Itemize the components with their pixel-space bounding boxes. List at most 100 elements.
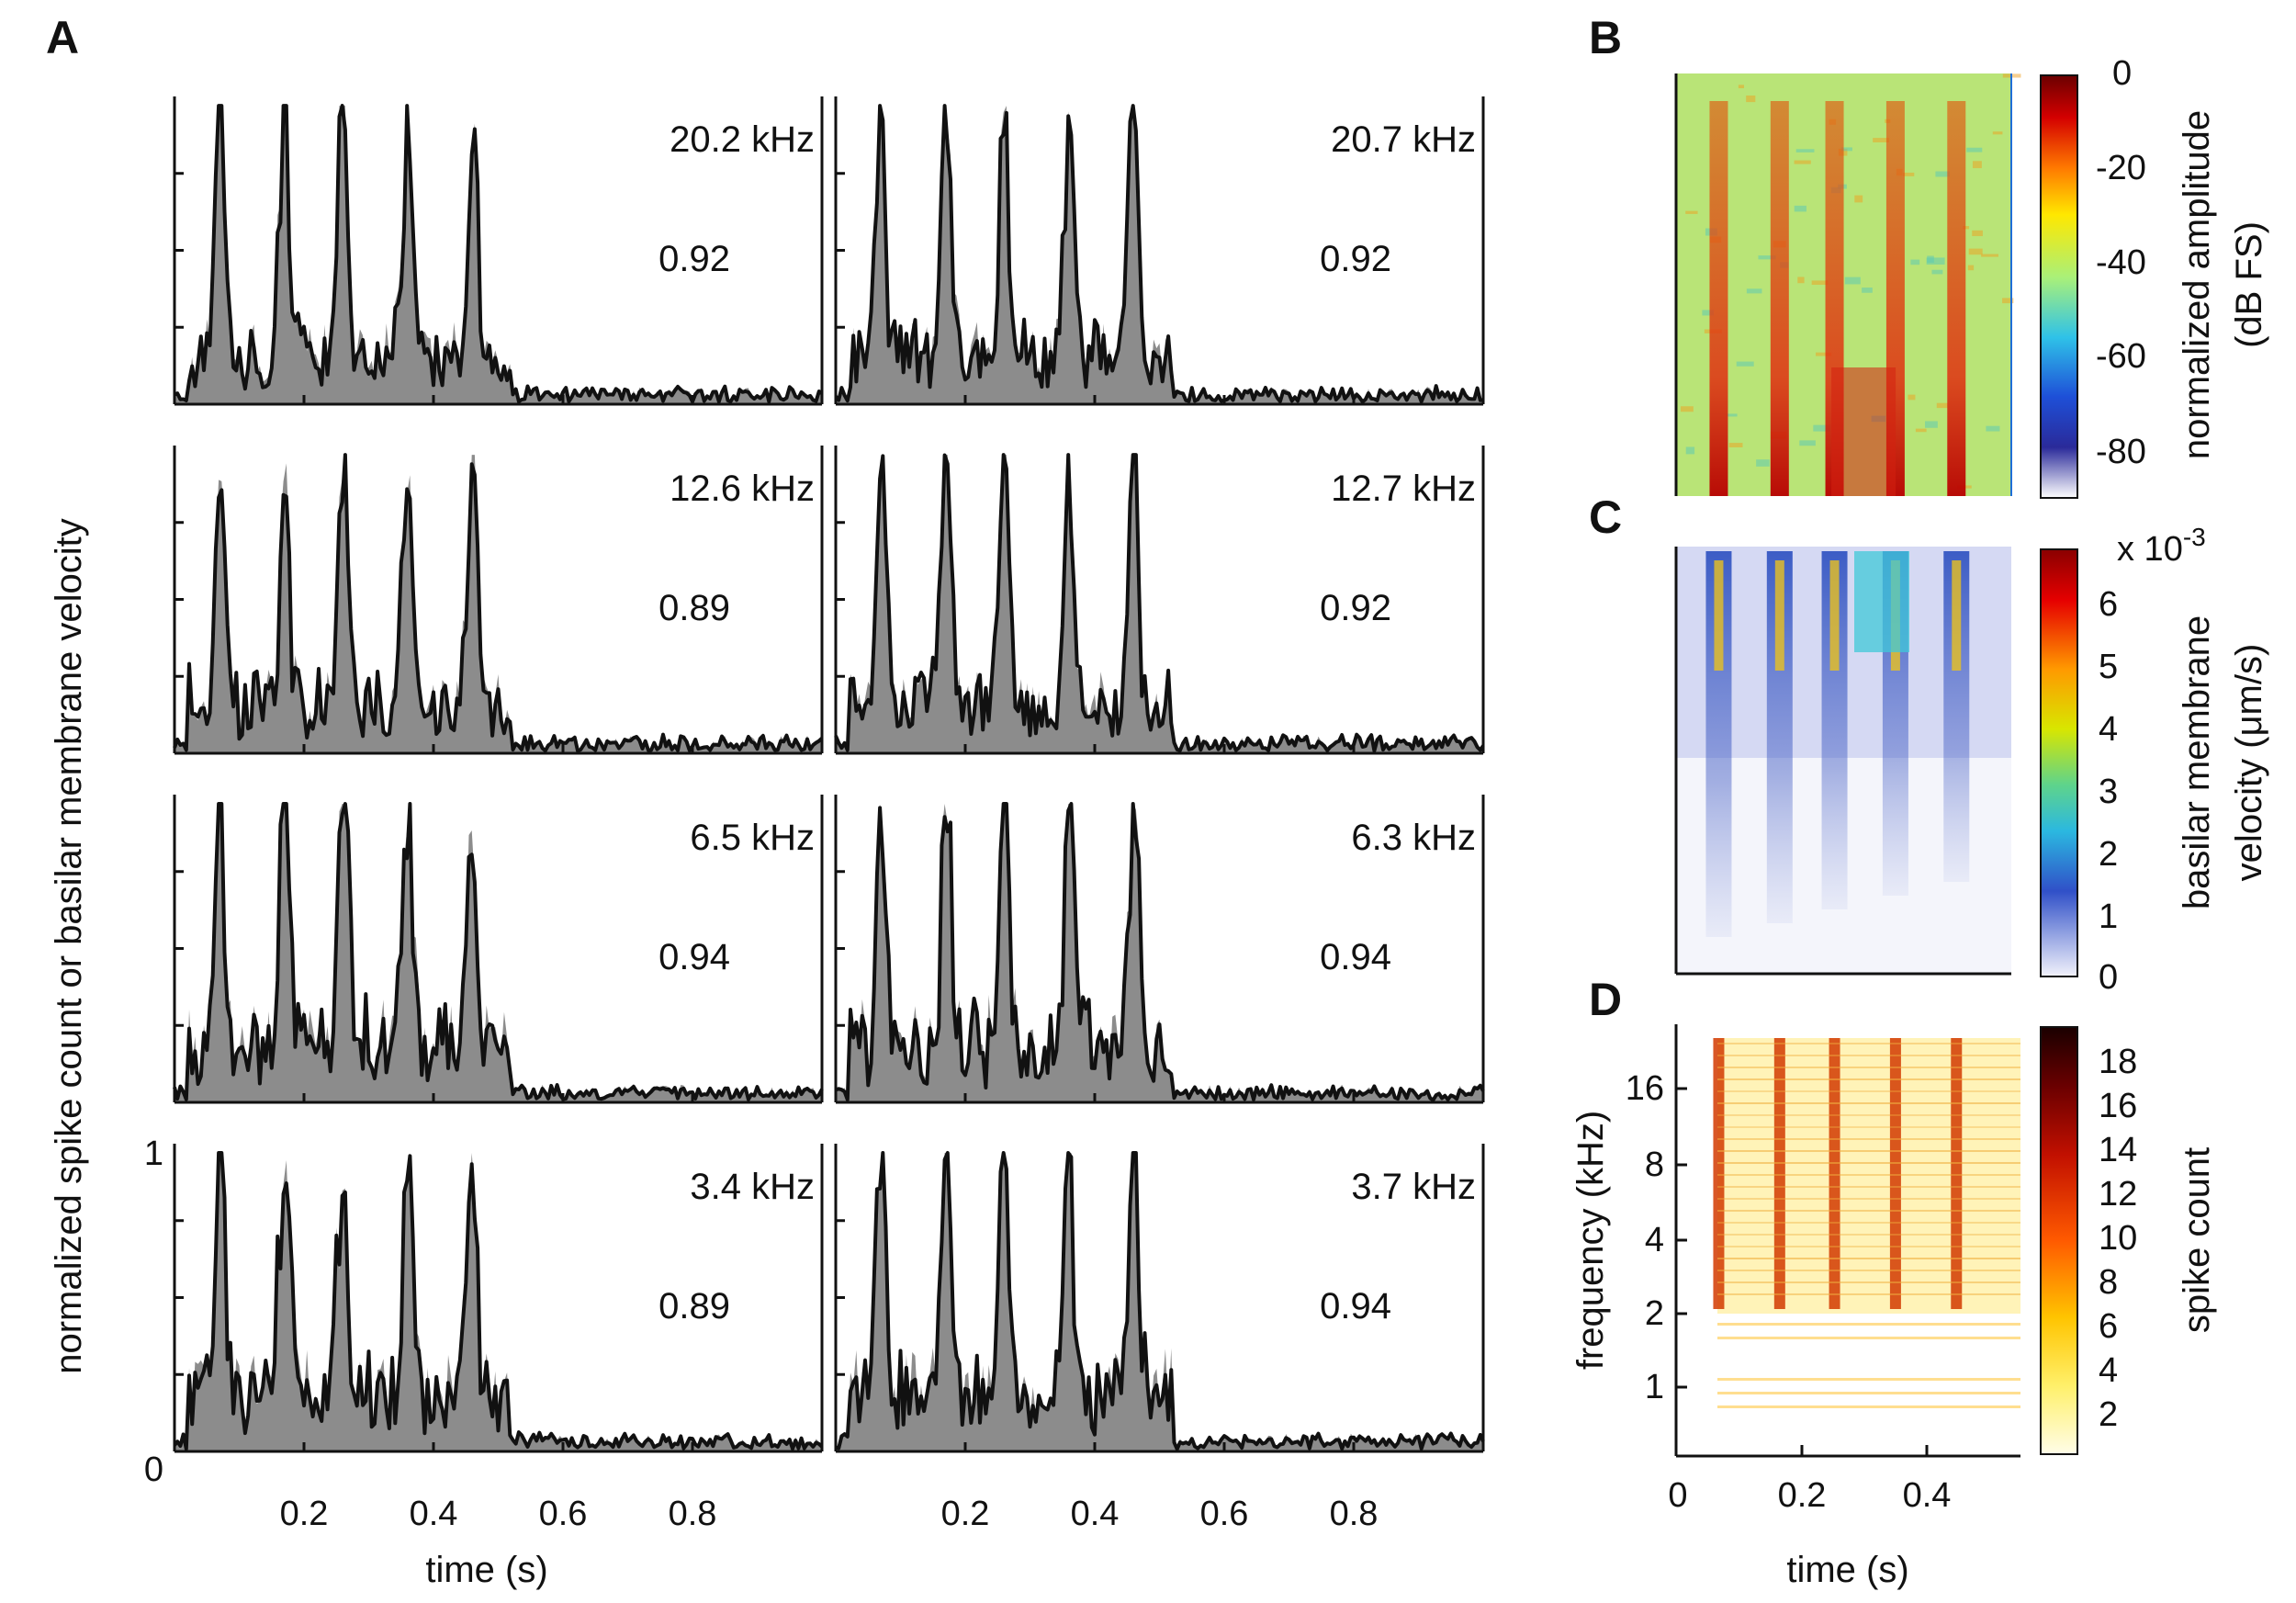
panel-d-cbar-tick-3: 12: [2099, 1175, 2137, 1214]
panel-b-speckle: [1910, 259, 1920, 265]
panel-d-low-freq-stripe: [1717, 1378, 2020, 1381]
panel-a-ytick-1: 1: [144, 1135, 163, 1173]
panel-b-speckle: [1680, 406, 1694, 412]
panel-d-row-stripe: [1717, 1174, 2020, 1176]
panel-b-speckle: [1967, 265, 1975, 271]
panel-d-row-stripe: [1717, 1055, 2020, 1056]
panel-b-speckle: [1794, 205, 1806, 212]
panel-b-speckle: [1756, 459, 1770, 467]
panel-b-speckle: [1972, 161, 1982, 169]
panel-d-low-freq-stripe: [1717, 1405, 2020, 1408]
subplot-correlation-value: 0.94: [658, 937, 730, 977]
panel-d-xtick-2: 0.4: [1903, 1476, 1952, 1515]
panel-a-right-xtick-1: 0.4: [1071, 1495, 1120, 1533]
panel-b-cbar-tick-2: -40: [2096, 243, 2146, 282]
panel-c-onset-core: [1829, 560, 1840, 671]
bm-velocity-line: [173, 1151, 824, 1451]
subplot-correlation-value: 0.92: [658, 239, 730, 279]
panel-d-row-stripe: [1717, 1246, 2020, 1247]
spike-count-area: [174, 804, 822, 1102]
bm-velocity-line: [174, 104, 824, 404]
panel-b-speckle: [1927, 255, 1934, 264]
panel-d-onset-column: [1951, 1038, 1963, 1309]
panel-b-speckle: [1813, 424, 1831, 432]
panel-d-cbar-tick-8: 2: [2099, 1395, 2118, 1434]
spike-count-area: [174, 1153, 822, 1451]
panel-b-speckle: [1758, 255, 1776, 260]
panel-d-row-stripe: [1717, 1222, 2020, 1224]
panel-b-speckle: [1844, 277, 1861, 285]
panel-d-row-stripe: [1717, 1162, 2020, 1164]
panel-b-cbar-tick-0: 0: [2112, 54, 2132, 93]
bm-velocity-line: [173, 802, 824, 1101]
bm-velocity-line: [834, 104, 1484, 404]
panel-c-colorbar: [2040, 548, 2078, 977]
panel-d-row-stripe: [1717, 1150, 2020, 1152]
panel-b-speckle: [1728, 443, 1743, 447]
panel-b-cbar-label-1: normalized amplitude: [2177, 110, 2217, 459]
panel-d-row-stripe: [1717, 1114, 2020, 1116]
panel-c-cbar-tick-0: 6: [2099, 585, 2118, 624]
panel-b-onset-column: [1770, 101, 1789, 496]
panel-b-speckle: [1736, 361, 1754, 367]
panel-c-cbar-tick-6: 0: [2099, 958, 2118, 997]
panel-d-row-stripe: [1717, 1210, 2020, 1212]
panel-d-ytick-4: 1: [1645, 1368, 1664, 1406]
panel-b-cbar-tick-4: -80: [2096, 433, 2146, 471]
panel-d-ytick-1: 8: [1645, 1146, 1664, 1184]
panel-c-cbar-tick-3: 3: [2099, 773, 2118, 811]
panel-b-colorbar: [2040, 74, 2078, 499]
panel-a-left-xtick-1: 0.4: [410, 1495, 458, 1533]
panel-a-ylabel: normalized spike count or basilar membra…: [49, 518, 89, 1374]
subplot-frequency-label: 3.7 kHz: [1351, 1167, 1476, 1207]
panel-label-d: D: [1589, 974, 1622, 1025]
spike-count-area: [174, 455, 822, 753]
panel-b-speckle: [1873, 138, 1890, 143]
subplot-frequency-label: 12.6 kHz: [670, 468, 815, 509]
panel-d-row-stripe: [1717, 1186, 2020, 1188]
panel-d-row-stripe: [1717, 1090, 2020, 1092]
panel-d-cbar-label: spike count: [2177, 1147, 2217, 1333]
panel-d-cbar-tick-5: 8: [2099, 1263, 2118, 1302]
panel-b-speckle: [1986, 425, 2000, 432]
panel-d-xtick-0: 0: [1668, 1476, 1687, 1515]
spike-count-area: [836, 455, 1483, 753]
panel-b-sustained-region: [1831, 367, 1896, 496]
panel-a-left-xtick-3: 0.8: [669, 1495, 717, 1533]
panel-c-sustained-region: [1854, 551, 1909, 652]
panel-d-row-stripe: [1717, 1281, 2020, 1283]
subplot-frequency-label: 12.7 kHz: [1331, 468, 1476, 509]
subplot-correlation-value: 0.92: [1320, 588, 1391, 628]
panel-d-row-stripe: [1717, 1102, 2020, 1104]
panel-d-xlabel: time (s): [1786, 1550, 1908, 1590]
subplot-frequency-label: 6.3 kHz: [1351, 818, 1476, 858]
panel-a-subplot: 12.6 kHz 0.89: [173, 446, 824, 755]
panel-d-cbar-tick-2: 14: [2099, 1131, 2137, 1169]
panel-d-ytick-2: 4: [1645, 1221, 1664, 1259]
panel-a-subplot: 12.7 kHz 0.92: [834, 446, 1485, 755]
panel-a-left-xtick-2: 0.6: [539, 1495, 588, 1533]
panel-d-rows: [1717, 1043, 2020, 1408]
panel-b-spectrogram: [1674, 73, 2021, 496]
spike-count-area: [174, 106, 822, 404]
panel-b-speckle: [1908, 394, 1916, 401]
panel-a-subplot: 6.5 kHz 0.94: [173, 795, 824, 1104]
subplot-correlation-value: 0.94: [1320, 937, 1391, 977]
panel-b-speckle: [1992, 131, 2003, 135]
panel-label-c: C: [1589, 491, 1622, 543]
panel-a-right-xtick-0: 0.2: [941, 1495, 990, 1533]
subplot-frequency-label: 20.7 kHz: [1331, 119, 1476, 160]
panel-c-cbar-label-2: velocity (μm/s): [2229, 644, 2269, 882]
panel-b-cbar-label-2: (dB FS): [2229, 221, 2269, 348]
panel-d-colorbar: [2040, 1026, 2078, 1455]
panel-b-speckle: [1926, 257, 1945, 265]
spike-count-area: [836, 106, 1483, 404]
panel-label-b: B: [1589, 12, 1622, 63]
panel-label-a: A: [46, 12, 79, 63]
panel-d-cbar-tick-4: 10: [2099, 1219, 2137, 1258]
panel-a-subplot: 20.7 kHz 0.92: [834, 96, 1485, 406]
panel-b-speckle: [1936, 402, 1948, 409]
panel-b-speckle: [1915, 428, 1927, 433]
panel-d-cbar-tick-6: 6: [2099, 1307, 2118, 1346]
panel-b-speckle: [1794, 160, 1811, 164]
